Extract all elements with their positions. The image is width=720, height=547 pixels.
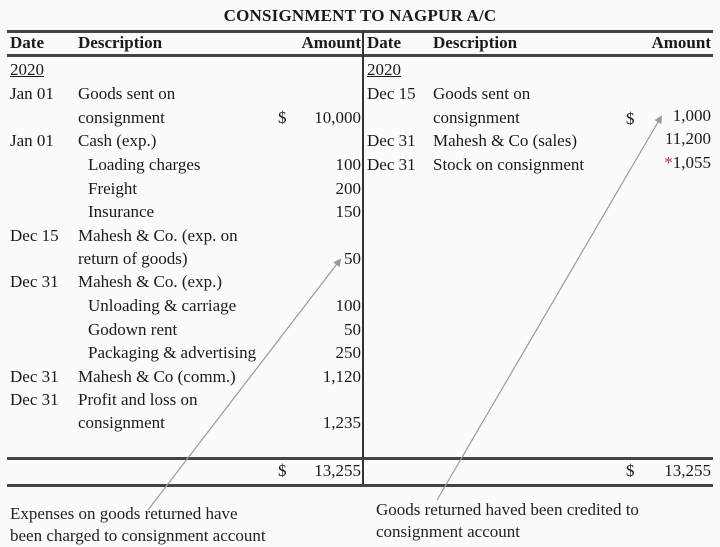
debit-annotation: Expenses on goods returned have been cha… — [10, 503, 266, 547]
debit-row-description: Mahesh & Co. (exp. on — [78, 226, 238, 245]
debit-annotation-line: been charged to consignment account — [10, 526, 266, 545]
credit-annotation-line: Goods returned haved been credited to — [376, 500, 639, 519]
debit-row-amount: 100 — [335, 296, 362, 315]
top-rule — [7, 30, 713, 33]
debit-row-description: Unloading & carriage — [88, 296, 237, 315]
credit-total: 13,255 — [664, 461, 711, 480]
debit-header-date: Date — [10, 33, 44, 52]
debit-row-description: Mahesh & Co. (exp.) — [78, 272, 223, 291]
debit-row-date: Dec 31 — [10, 390, 59, 409]
credit-row-date: Dec 15 — [367, 84, 416, 103]
debit-row-amount: 1,235 — [322, 413, 361, 432]
credit-row-amount: 1,000 — [672, 106, 711, 125]
debit-header-description: Description — [78, 33, 163, 52]
debit-row-description: consignment — [78, 413, 165, 432]
credit-row-description: consignment — [433, 108, 520, 127]
credit-row-currency: $ — [626, 109, 635, 128]
debit-row-description: return of goods) — [78, 249, 188, 268]
debit-row-amount: 1,120 — [322, 367, 361, 386]
credit-row-date: Dec 31 — [367, 131, 416, 150]
debit-row-description: Godown rent — [88, 320, 178, 339]
center-divider — [362, 31, 364, 486]
debit-header-amount: Amount — [301, 33, 361, 52]
debit-row-description: Cash (exp.) — [78, 131, 157, 150]
credit-row-amount: 1,055 — [672, 153, 711, 172]
debit-row-amount: 10,000 — [314, 108, 361, 127]
debit-row-amount: 250 — [335, 343, 362, 362]
debit-year: 2020 — [10, 60, 44, 79]
debit-row-currency: $ — [278, 108, 287, 127]
debit-row-description: Freight — [88, 179, 138, 198]
debit-row-description: Insurance — [88, 202, 155, 221]
header-rule — [7, 54, 713, 57]
credit-annotation: Goods returned haved been credited to co… — [376, 499, 639, 543]
debit-row-amount: 50 — [344, 320, 361, 339]
debit-arrow-icon — [147, 258, 342, 511]
totals-bottom-rule — [7, 484, 713, 487]
debit-row-date: Jan 01 — [10, 131, 54, 150]
account-title: CONSIGNMENT TO NAGPUR A/C — [223, 6, 497, 25]
credit-annotation-line: consignment account — [376, 522, 520, 541]
debit-row-date: Jan 01 — [10, 84, 54, 103]
debit-row-description: Goods sent on — [78, 84, 176, 103]
credit-row-date: Dec 31 — [367, 155, 416, 174]
credit-header-amount: Amount — [651, 33, 711, 52]
debit-row-description: consignment — [78, 108, 165, 127]
debit-row-amount: 100 — [335, 155, 362, 174]
debit-total: 13,255 — [314, 461, 361, 480]
debit-annotation-line: Expenses on goods returned have — [10, 504, 238, 523]
credit-row-amount: 11,200 — [664, 129, 711, 148]
credit-year: 2020 — [367, 60, 401, 79]
debit-row-amount: 150 — [335, 202, 362, 221]
credit-arrow-icon — [436, 115, 663, 501]
credit-row-description: Mahesh & Co (sales) — [433, 131, 578, 150]
totals-top-rule — [7, 457, 713, 460]
asterisk-marker: * — [664, 153, 673, 172]
debit-row-amount: 200 — [335, 179, 362, 198]
debit-row-description: Mahesh & Co (comm.) — [78, 367, 236, 386]
debit-row-description: Profit and loss on — [78, 390, 198, 409]
credit-total-currency: $ — [626, 461, 635, 480]
credit-header-description: Description — [433, 33, 518, 52]
debit-row-description: Packaging & advertising — [88, 343, 257, 362]
debit-row-date: Dec 31 — [10, 272, 59, 291]
debit-row-amount: 50 — [344, 249, 361, 268]
credit-row-description: Stock on consignment — [433, 155, 585, 174]
credit-row-description: Goods sent on — [433, 84, 531, 103]
debit-row-date: Dec 15 — [10, 226, 59, 245]
debit-total-currency: $ — [278, 461, 287, 480]
debit-row-description: Loading charges — [88, 155, 201, 174]
debit-row-date: Dec 31 — [10, 367, 59, 386]
credit-header-date: Date — [367, 33, 401, 52]
credit-row-amount-wrap: *1,055 — [620, 151, 711, 174]
